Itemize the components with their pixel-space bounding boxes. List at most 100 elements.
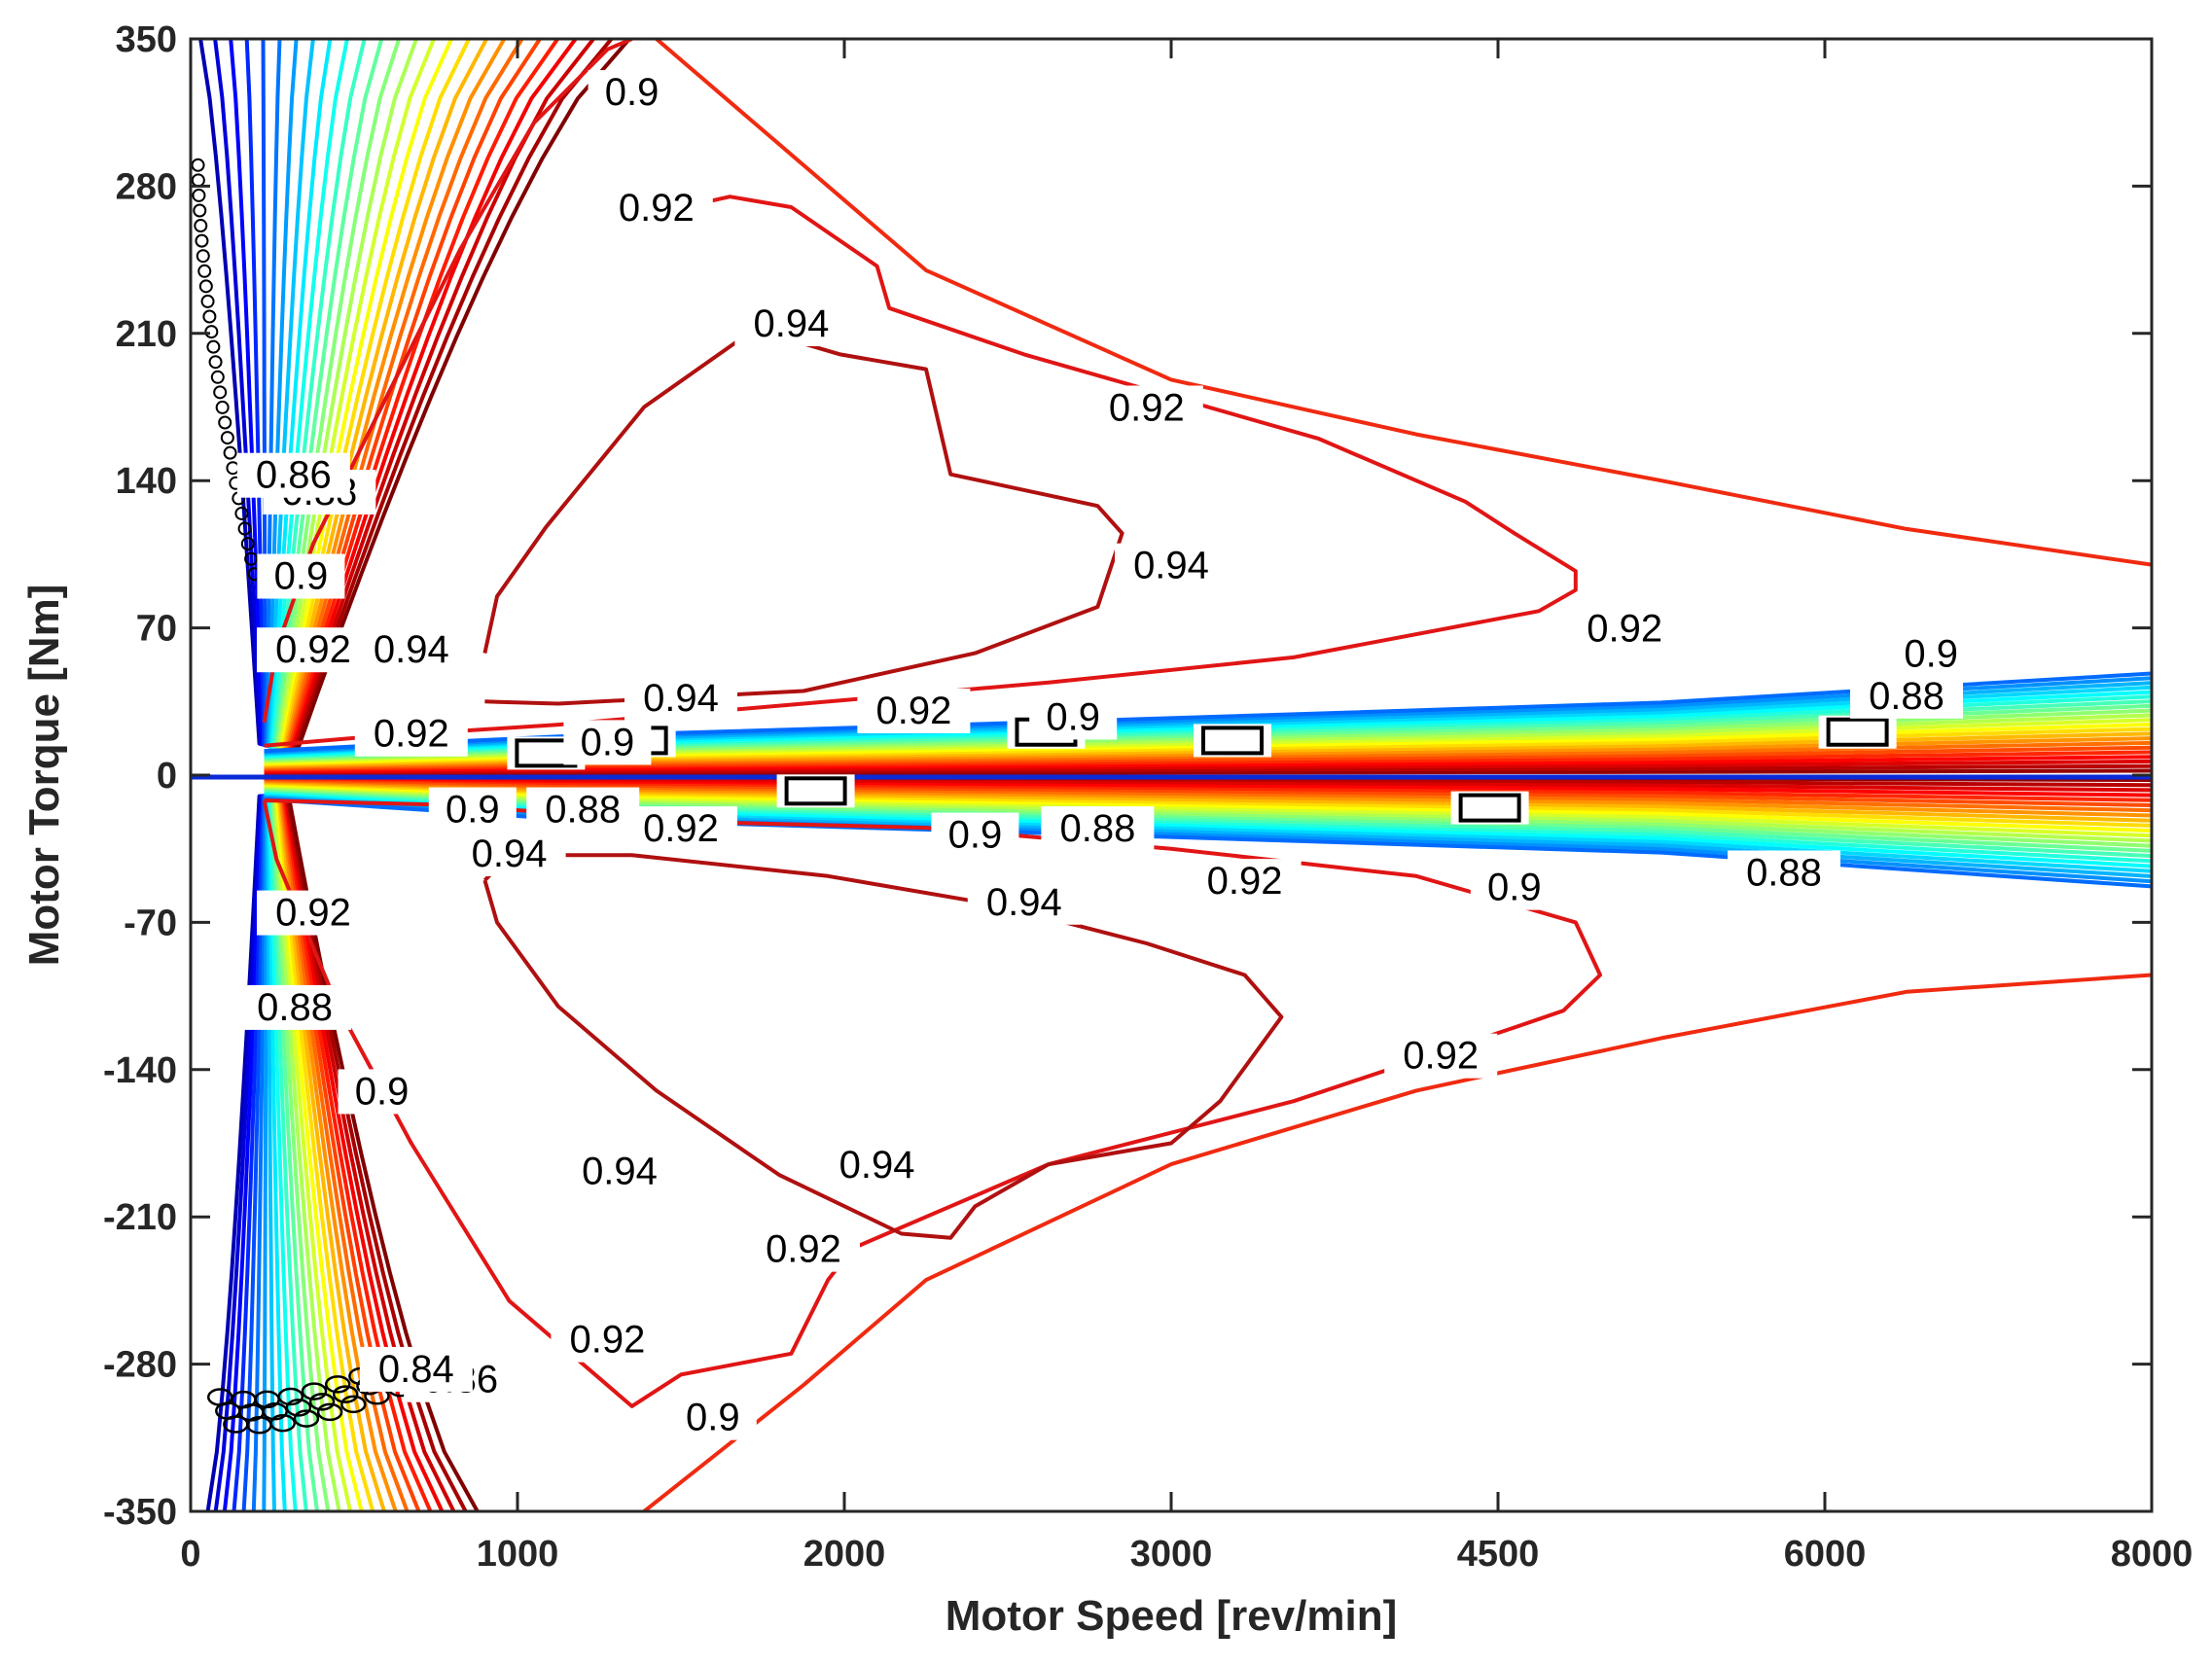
contour-label-text: 0.88 <box>545 789 621 832</box>
contour-line-fan-upper <box>265 39 366 761</box>
contour-label: 0.92 <box>1089 385 1203 431</box>
contour-label: 0.88 <box>526 787 640 833</box>
x-tick-label: 8000 <box>2111 1534 2194 1575</box>
contour-label-text: 0.92 <box>1403 1035 1479 1078</box>
contour-label-bg <box>1568 606 1682 652</box>
contour-label-text: 0.92 <box>569 1319 645 1362</box>
contour-line-fan-upper <box>276 39 418 761</box>
contour-line-fan-upper <box>288 39 559 761</box>
x-tick-label: 2000 <box>803 1534 886 1575</box>
contour-label-bg <box>257 890 370 936</box>
contour-line-094-upper <box>482 327 1124 706</box>
y-tick-label: -210 <box>103 1197 177 1238</box>
contour-label: 0.9 <box>1887 631 1976 677</box>
contour-label: 0.9 <box>338 1069 426 1115</box>
contour-label-text: 0.88 <box>1059 807 1135 850</box>
contour-label-marker-upper <box>202 309 217 324</box>
contour-label: 0.92 <box>1188 859 1302 904</box>
y-tick-label: -140 <box>103 1050 177 1091</box>
contour-label-text: 0.92 <box>275 628 351 671</box>
contour-label-bg <box>857 688 971 733</box>
contour-label-marker-lower <box>269 1413 297 1433</box>
contour-label: 0.92 <box>599 186 713 231</box>
contour-label-text: 0.9 <box>446 789 500 832</box>
contour-label-bg <box>563 1149 676 1194</box>
x-tick-label: 1000 <box>477 1534 559 1575</box>
contour-label-marker-upper <box>206 339 221 354</box>
contour-line-fan-upper <box>268 39 370 761</box>
contour-labels: 0.90.920.940.920.940.94 0.920.90.94 0.92 0.… <box>236 70 1976 1440</box>
contour-label: 0.92 <box>624 806 737 852</box>
contour-label: 0.92 <box>857 688 971 733</box>
axis-ticks: 0 1000 2000 3000 4500 6000 8000 350 280 210 140 70 0… <box>103 19 2193 1575</box>
contour-label-marker-lower <box>285 1399 312 1417</box>
contour-line-094-lower <box>482 853 1284 1240</box>
contour-label-text: 0.9 <box>1904 633 1958 676</box>
contour-label: 0.9 <box>668 1395 757 1440</box>
contour-label-marker-upper <box>237 521 252 536</box>
contour-label: 0.94 <box>563 1149 676 1194</box>
contour-label-text: 0.94 <box>643 677 719 720</box>
contour-label-bg <box>238 984 352 1030</box>
contour-label: 0.9 <box>563 720 652 765</box>
contour-label: 0.9 <box>1470 865 1558 910</box>
contour-line-fan-upper <box>244 39 363 761</box>
contour-label: 0.88 <box>1041 806 1155 852</box>
contour-label-bg <box>563 720 652 765</box>
contour-label-text: 0.94 <box>472 833 548 875</box>
contour-label-marker-upper <box>240 537 255 551</box>
contour-line-fan-upper <box>289 39 578 761</box>
y-tick-label: 0 <box>157 756 177 797</box>
contour-label: 0.92 <box>1568 606 1682 652</box>
contour-label-bg <box>599 186 713 231</box>
contour-label-text: 0.88 <box>257 986 333 1029</box>
contour-label-marker-upper <box>213 385 228 400</box>
contour-line-fan-upper <box>198 39 358 761</box>
contour-label: 0.94 <box>967 879 1081 925</box>
contour-label-marker-upper <box>208 355 223 370</box>
contour-label-text: 0.9 <box>1487 867 1542 909</box>
contour-label: 0.9 <box>588 70 676 116</box>
contour-label: 0.92 <box>1384 1033 1498 1079</box>
contour-label-marker-upper <box>215 400 230 414</box>
contour-label-marker-lower <box>277 1387 304 1406</box>
y-tick-label: 70 <box>136 609 177 650</box>
y-tick-label: -70 <box>124 903 177 943</box>
contour-label-marker-upper <box>200 294 215 308</box>
contour-label-marker-upper <box>193 203 207 218</box>
contour-label-bg <box>1887 631 1976 677</box>
contour-label-marker-lower <box>333 1385 359 1403</box>
contour-line-fan-upper <box>274 39 402 761</box>
contour-line-fan-upper <box>261 39 364 761</box>
contour-label-text: 0.92 <box>1109 387 1185 430</box>
contour-label-text: 0.9 <box>274 555 329 598</box>
contour-label-marker-upper <box>204 325 219 339</box>
contour-label: 0.9 <box>257 553 345 599</box>
contour-label-bg <box>428 787 517 833</box>
contour-label: 0.84 <box>359 1346 473 1392</box>
contour-label: 0.92 <box>257 627 370 673</box>
contour-line-fan-upper <box>282 39 488 761</box>
contour-line-fan-upper <box>271 39 373 761</box>
contour-label-bg <box>452 832 566 877</box>
contour-label-text: 0.94 <box>753 302 829 345</box>
contour-label: 0.92 <box>257 890 370 936</box>
contour-label: 0.92 <box>747 1226 860 1272</box>
contour-label-text: 0.86 <box>256 454 332 497</box>
contour-label-text: 0.9 <box>1046 695 1100 738</box>
contour-label-bg <box>747 1226 860 1272</box>
contour-line-fan-upper <box>273 39 384 761</box>
label-cluster <box>1201 726 1264 756</box>
contour-label-marker-lower <box>308 1393 336 1411</box>
contour-label-bg <box>1089 385 1203 431</box>
label-cluster <box>1458 793 1521 823</box>
contour-label-text: 0.94 <box>1133 545 1209 587</box>
contour-label: 0.9 <box>428 787 517 833</box>
contour-line-fan-upper <box>283 39 507 761</box>
contour-label-text: 0.92 <box>619 187 695 230</box>
contour-label-marker-lower <box>316 1402 343 1422</box>
contour-label: 0.88 <box>1728 850 1840 896</box>
contour-label-bg <box>931 812 1019 858</box>
contour-line-fan-upper <box>279 39 453 761</box>
contour-line-fan-upper <box>286 39 542 761</box>
